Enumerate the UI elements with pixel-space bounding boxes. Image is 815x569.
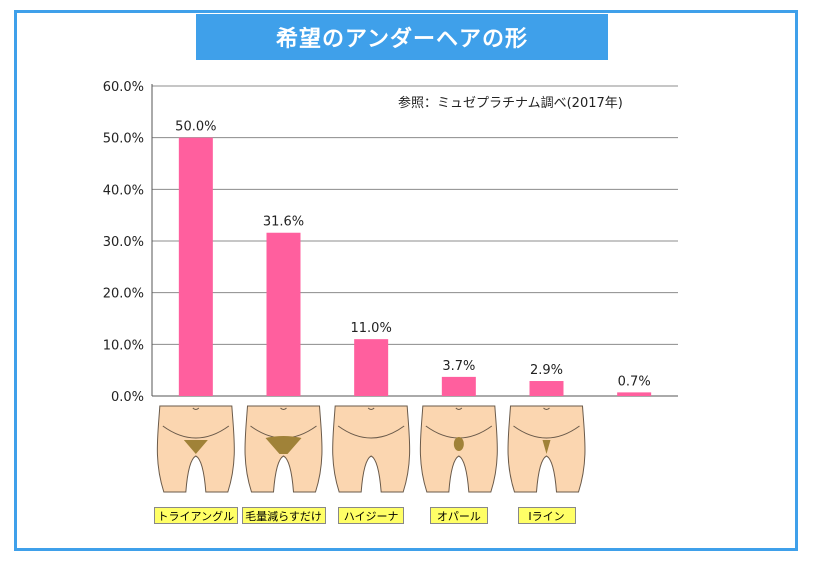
data-label: 3.7% bbox=[442, 359, 475, 374]
data-label: 31.6% bbox=[263, 215, 304, 230]
data-label: 0.7% bbox=[618, 374, 651, 389]
source-note: 参照：ミュゼプラチナム調べ(2017年) bbox=[398, 96, 623, 111]
y-tick-label: 30.0% bbox=[103, 235, 144, 250]
i-line-hair-icon bbox=[507, 405, 586, 493]
y-tick-label: 20.0% bbox=[103, 287, 144, 302]
bar bbox=[617, 392, 652, 396]
category-label: 毛量減らすだけ bbox=[241, 507, 326, 524]
hygiene-hair-icon bbox=[332, 405, 411, 493]
triangle-hair-icon bbox=[156, 405, 235, 493]
data-label: 11.0% bbox=[351, 321, 392, 336]
category-label: Iライン bbox=[517, 507, 576, 524]
data-label: 50.0% bbox=[175, 120, 216, 135]
y-tick-label: 40.0% bbox=[103, 183, 144, 198]
category-label: オパール bbox=[429, 507, 488, 524]
y-tick-label: 60.0% bbox=[103, 80, 144, 95]
bar bbox=[441, 376, 476, 396]
y-tick-label: 10.0% bbox=[103, 338, 144, 353]
reduced-hair-icon bbox=[244, 405, 323, 493]
category-label: トライアングル bbox=[153, 507, 238, 524]
bar bbox=[266, 232, 301, 396]
y-tick-label: 0.0% bbox=[111, 390, 144, 405]
chart-frame bbox=[14, 10, 798, 551]
chart-title: 希望のアンダーヘアの形 bbox=[196, 14, 608, 60]
y-tick-label: 50.0% bbox=[103, 132, 144, 147]
category-label: ハイジーナ bbox=[338, 507, 405, 524]
bar bbox=[529, 381, 564, 396]
bar bbox=[354, 339, 389, 396]
opal-hair-icon bbox=[419, 405, 498, 493]
data-label: 2.9% bbox=[530, 363, 563, 378]
bar bbox=[178, 137, 213, 396]
